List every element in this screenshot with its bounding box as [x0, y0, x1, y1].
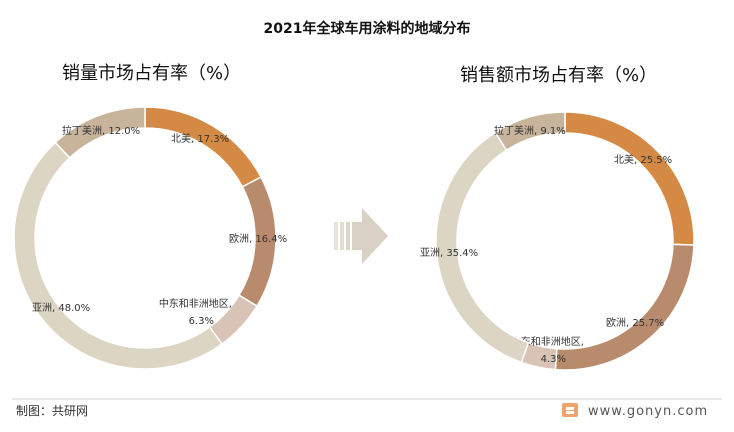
- slice-label-value: 6.3%: [189, 316, 214, 327]
- slice-label: 北美, 17.3%: [171, 132, 229, 145]
- donut-slice: [13, 141, 224, 370]
- arrow-right-icon: [334, 208, 388, 264]
- chart-title: 2021年全球车用涂料的地域分布: [264, 20, 471, 37]
- slice-label: 欧洲, 25.7%: [606, 317, 664, 329]
- gonyn-logo-icon: [562, 403, 578, 417]
- donut-slice: [494, 111, 566, 152]
- slice-label: 北美, 25.5%: [614, 153, 672, 166]
- slice-label: 中东和非洲地区,: [511, 335, 584, 348]
- left-donut-chart: 北美, 17.3% 欧洲, 16.4% 中东和非洲地区, 6.3% 亚洲, 48.0% 拉…: [13, 106, 287, 370]
- slice-label: 欧洲, 16.4%: [229, 233, 287, 245]
- left-chart-title: 销量市场占有率（%）: [62, 63, 241, 84]
- slice-label: 拉丁美洲, 9.1%: [494, 124, 566, 137]
- slice-label: 中东和非洲地区,: [159, 297, 232, 310]
- slice-label: 亚洲, 35.4%: [420, 247, 478, 259]
- donut-slice: [554, 243, 695, 371]
- slice-label-value: 4.3%: [541, 354, 566, 365]
- donut-slice: [144, 106, 262, 188]
- source-credit: 制图：共研网: [16, 404, 88, 418]
- donut-slice: [54, 106, 146, 159]
- right-chart-title: 销售额市场占有率（%）: [460, 65, 657, 86]
- donut-slice: [564, 111, 695, 246]
- slice-label: 拉丁美洲, 12.0%: [62, 124, 140, 137]
- website-url: www.gonyn.com: [588, 404, 708, 419]
- slice-label: 亚洲, 48.0%: [32, 302, 90, 314]
- right-donut-chart: 北美, 25.5% 欧洲, 25.7% 中东和非洲地区, 4.3% 亚洲, 35.4% 拉…: [420, 111, 695, 371]
